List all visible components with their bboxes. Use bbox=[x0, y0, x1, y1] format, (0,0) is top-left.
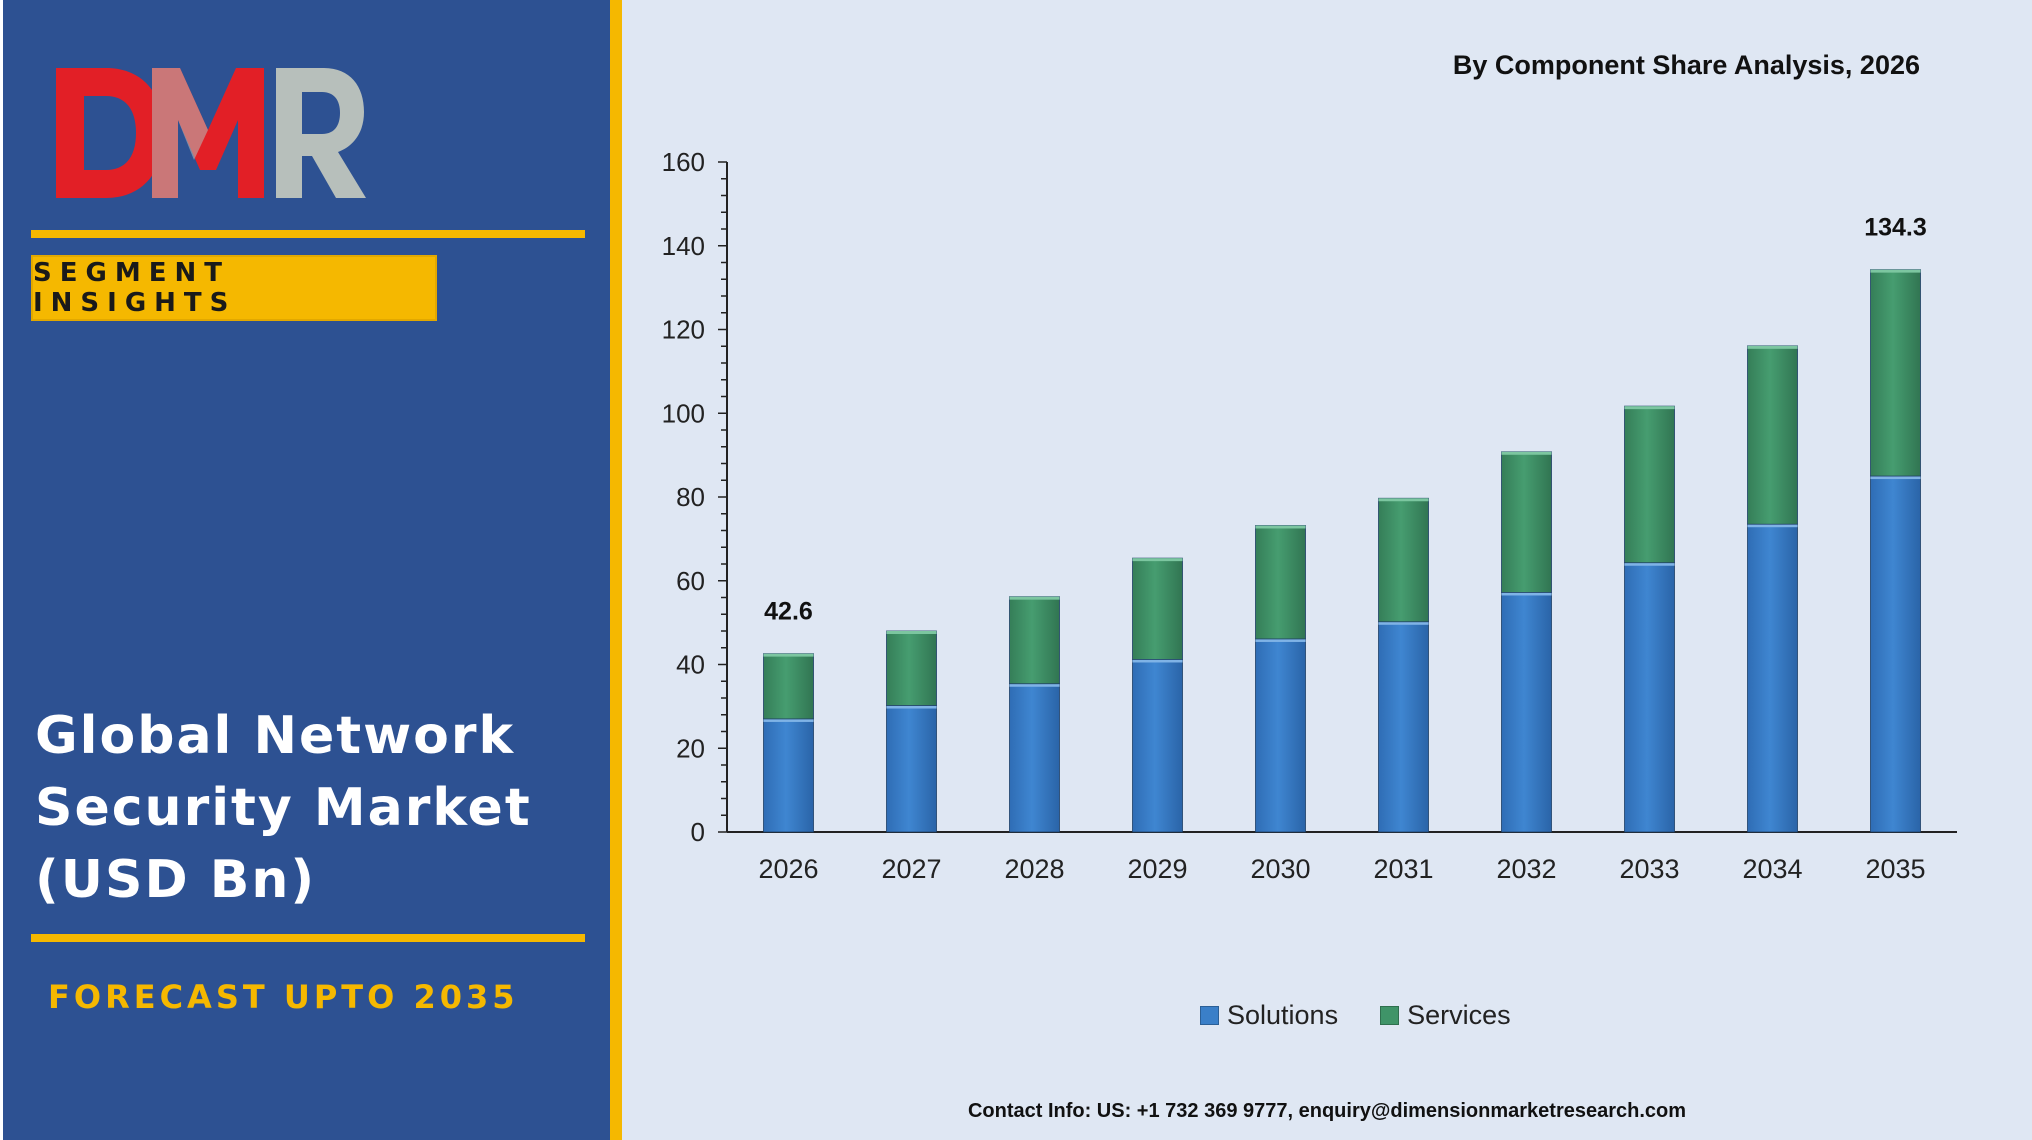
bar-services-highlight bbox=[1132, 558, 1183, 562]
x-tick-label: 2029 bbox=[1127, 854, 1187, 884]
y-tick-label: 140 bbox=[662, 231, 705, 261]
x-tick-label: 2026 bbox=[758, 854, 818, 884]
legend-item-services: Services bbox=[1380, 1000, 1511, 1031]
bar-services bbox=[1009, 596, 1060, 685]
x-tick-label: 2033 bbox=[1619, 854, 1679, 884]
bar-services bbox=[1501, 451, 1552, 593]
bar-services bbox=[1624, 405, 1675, 564]
bar-services-highlight bbox=[1747, 345, 1798, 349]
dmr-logo bbox=[48, 60, 368, 210]
bar-services-highlight bbox=[1009, 596, 1060, 600]
bar-services-highlight bbox=[1378, 498, 1429, 502]
legend-label-solutions: Solutions bbox=[1227, 1000, 1339, 1030]
stacked-bar-chart: 0 20 40 60 80 100 120 140 160 2026 2027 2028 2029 203… bbox=[662, 147, 1957, 884]
bar-solutions-highlight bbox=[1624, 562, 1675, 566]
bar-solutions-highlight bbox=[1255, 638, 1306, 642]
y-tick-label: 160 bbox=[662, 147, 705, 177]
bar-solutions-highlight bbox=[763, 718, 814, 722]
y-tick-label: 40 bbox=[676, 650, 705, 680]
market-title-line-2: Security Market bbox=[35, 778, 532, 838]
bottom-rule bbox=[31, 934, 585, 942]
x-tick-label: 2034 bbox=[1742, 854, 1802, 884]
bar-services-highlight bbox=[1870, 269, 1921, 273]
x-tick-label: 2032 bbox=[1496, 854, 1556, 884]
chart-title: By Component Share Analysis, 2026 bbox=[1452, 50, 1920, 80]
divider-stripe bbox=[610, 0, 622, 1140]
bar-services bbox=[1378, 497, 1429, 623]
y-tick-label: 20 bbox=[676, 733, 705, 763]
bar-solutions bbox=[1132, 659, 1183, 833]
x-tick-label: 2035 bbox=[1865, 854, 1925, 884]
bar-services-highlight bbox=[1624, 406, 1675, 410]
top-rule bbox=[31, 230, 585, 238]
bar-solutions bbox=[1624, 562, 1675, 833]
y-tick-label: 0 bbox=[691, 817, 705, 847]
bar-services bbox=[1870, 269, 1921, 477]
x-tick-label: 2030 bbox=[1250, 854, 1310, 884]
bar-solutions-highlight bbox=[1009, 683, 1060, 687]
bar-solutions-highlight bbox=[1501, 592, 1552, 596]
data-label: 134.3 bbox=[1864, 214, 1927, 242]
bar-solutions bbox=[1501, 592, 1552, 833]
bar-solutions-highlight bbox=[1132, 659, 1183, 663]
y-tick-label: 100 bbox=[662, 398, 705, 428]
bar-services bbox=[763, 653, 814, 720]
legend-swatch-solutions bbox=[1200, 1006, 1219, 1025]
bar-solutions bbox=[1378, 621, 1429, 833]
legend-swatch-services bbox=[1380, 1006, 1400, 1025]
x-tick-label: 2027 bbox=[881, 854, 941, 884]
bar-solutions bbox=[1747, 523, 1798, 833]
badge-label: SEGMENT INSIGHTS bbox=[33, 258, 237, 318]
bar-services bbox=[1132, 557, 1183, 660]
market-title-line-3: (USD Bn) bbox=[35, 850, 317, 910]
bar-solutions bbox=[1009, 683, 1060, 833]
bar-solutions bbox=[1255, 638, 1306, 833]
bar-solutions bbox=[886, 705, 937, 833]
contact-info: Contact Info: US: +1 732 369 9777, enqui… bbox=[967, 1100, 1687, 1122]
segment-insights-badge: SEGMENT INSIGHTS bbox=[31, 255, 437, 321]
bar-services-highlight bbox=[1255, 525, 1306, 529]
bar-solutions-highlight bbox=[886, 705, 937, 709]
market-title: Global Network Security Market (USD Bn) bbox=[35, 700, 595, 916]
market-title-line-1: Global Network bbox=[35, 706, 516, 766]
legend-item-solutions: Solutions bbox=[1200, 1000, 1338, 1031]
y-tick-label: 60 bbox=[676, 566, 705, 596]
x-tick-label: 2028 bbox=[1004, 854, 1064, 884]
forecast-label: FORECAST UPTO 2035 bbox=[48, 978, 519, 1016]
legend-label-services: Services bbox=[1407, 1000, 1511, 1030]
y-tick-label: 120 bbox=[662, 315, 705, 345]
x-tick-label: 2031 bbox=[1373, 854, 1433, 884]
y-tick-label: 80 bbox=[676, 482, 705, 512]
bar-solutions-highlight bbox=[1870, 476, 1921, 480]
bar-solutions-highlight bbox=[1747, 524, 1798, 528]
bar-solutions bbox=[1870, 475, 1921, 833]
bar-services bbox=[1255, 525, 1306, 640]
bar-services bbox=[886, 630, 937, 706]
bar-services-highlight bbox=[1501, 451, 1552, 455]
chart-legend: Solutions Services bbox=[1200, 1000, 1511, 1031]
bar-services-highlight bbox=[886, 631, 937, 634]
bar-services-highlight bbox=[763, 653, 814, 657]
bar-solutions bbox=[763, 718, 814, 833]
data-label: 42.6 bbox=[764, 598, 813, 626]
bar-solutions-highlight bbox=[1378, 621, 1429, 625]
bar-services bbox=[1747, 345, 1798, 525]
